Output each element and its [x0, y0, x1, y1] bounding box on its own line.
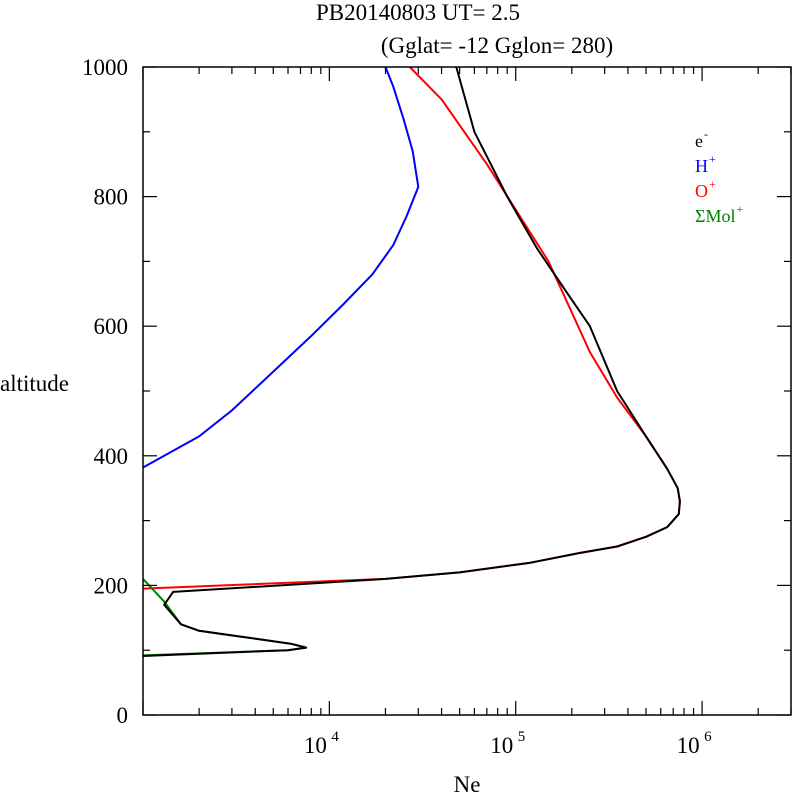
y-axis-label: altitude	[0, 371, 69, 396]
legend-entry-sup-1: +	[709, 152, 716, 166]
plot-frame	[142, 66, 792, 716]
x-tick-label: 10	[490, 733, 513, 758]
x-tick-label: 10	[304, 733, 327, 758]
legend-entry-3: ΣMol	[695, 206, 735, 226]
series-layer	[142, 66, 681, 657]
x-tick-exponent: 6	[704, 729, 712, 745]
legend-entry-1: H	[695, 156, 708, 176]
chart-subtitle: (Gglat= -12 Gglon= 280)	[381, 33, 613, 58]
y-tick-label: 0	[117, 703, 129, 728]
y-tick-label: 800	[94, 185, 129, 210]
y-tick-label: 400	[94, 444, 129, 469]
legend: e -H +O +ΣMol +	[695, 127, 743, 226]
legend-entry-sup-0: -	[704, 127, 708, 141]
legend-entry-2: O	[695, 181, 708, 201]
x-axis-label: Ne	[454, 772, 481, 796]
series-line-3	[142, 578, 308, 657]
legend-entry-0: e	[695, 131, 703, 151]
y-tick-label: 200	[94, 573, 129, 598]
x-tick-label: 10	[677, 733, 700, 758]
series-line-0	[142, 66, 681, 657]
y-tick-label: 1000	[82, 55, 128, 80]
chart-title: PB20140803 UT= 2.5	[316, 0, 520, 25]
legend-entry-sup-3: +	[736, 202, 743, 216]
x-tick-exponent: 5	[518, 729, 526, 745]
y-tick-label: 600	[94, 314, 129, 339]
x-tick-exponent: 4	[331, 729, 339, 745]
legend-entry-sup-2: +	[709, 177, 716, 191]
series-line-1	[142, 66, 420, 469]
